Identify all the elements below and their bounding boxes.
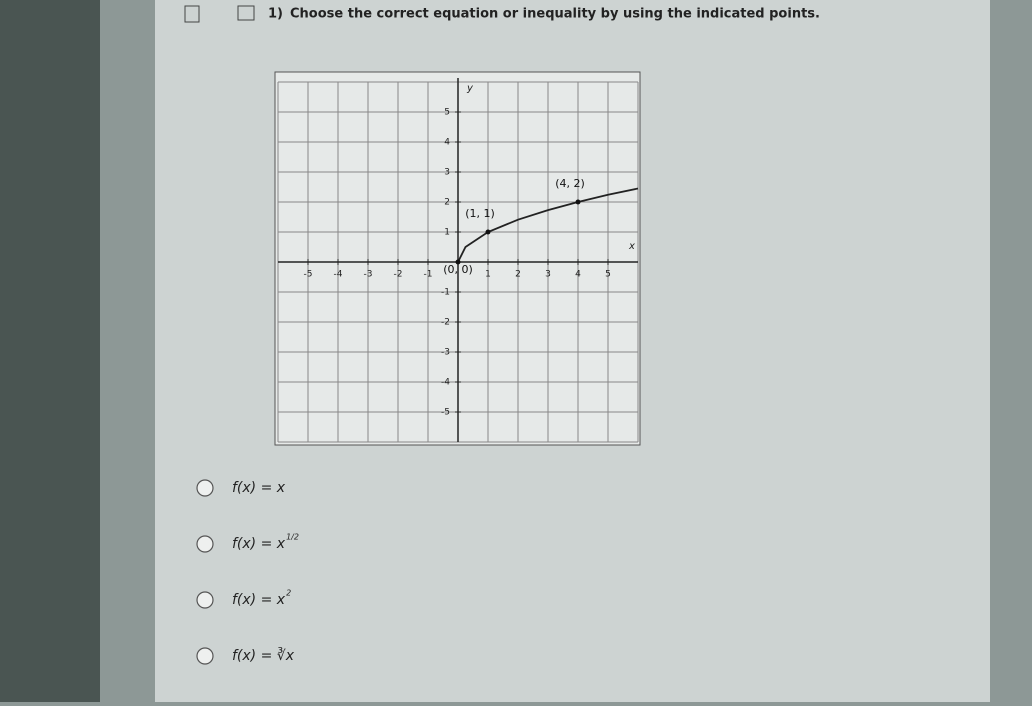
y-tick-label: 1 [444,228,450,238]
option-text[interactable]: f(x) = x [232,480,286,496]
flag-icon[interactable] [237,5,255,21]
option-exponent[interactable]: 2 [286,589,291,598]
bookmark-icon[interactable] [184,5,200,23]
x-tick-label: 5 [605,270,611,280]
x-tick-label: 2 [515,270,521,280]
radio-button[interactable] [196,647,214,665]
x-axis-label: x [628,241,635,252]
x-tick-label: 3 [545,270,551,280]
graph: -5 -4 -3 -2 -1 1 2 3 4 5 -5 -4 -3 -2 -1 1 2 3 4 5 x y (0, 0) (1… [277,78,639,443]
radio-button[interactable] [196,535,214,553]
y-tick-label: 3 [444,168,450,178]
y-tick-label: -5 [441,408,450,418]
x-tick-label: -2 [394,270,403,280]
question-text: Choose the correct equation or inequalit… [290,7,820,22]
point [485,229,491,235]
x-tick-label: -4 [334,270,343,280]
y-tick-label: 5 [444,108,450,118]
y-tick-label: -4 [441,378,450,388]
y-axis-label: y [466,83,474,94]
y-tick-label: -2 [441,318,450,328]
background-board [0,0,100,702]
option-text[interactable]: f(x) = ∛x [232,647,295,664]
question-number: 1) [268,7,283,22]
option-text[interactable]: f(x) = x [232,592,286,608]
point [455,259,461,265]
curve [457,187,639,263]
y-tick-label: 4 [444,138,450,148]
x-tick-label: -1 [424,270,433,280]
y-tick-label: 2 [444,198,450,208]
option-text[interactable]: f(x) = x [232,536,286,552]
point-label: (4, 2) [555,177,585,190]
point-label: (1, 1) [465,207,495,220]
x-tick-label: 1 [485,270,491,280]
options: f(x) = xf(x) = x 1/2f(x) = x 2f(x) = ∛x [196,479,299,665]
point [575,199,581,205]
option-exponent[interactable]: 1/2 [286,533,299,542]
x-tick-label: -5 [304,270,313,280]
x-tick-label: 4 [575,270,581,280]
y-tick-label: -1 [441,288,450,298]
y-tick-label: -3 [441,348,450,358]
x-tick-label: -3 [364,270,373,280]
radio-button[interactable] [196,591,214,609]
point-label: (0, 0) [443,263,473,276]
radio-button[interactable] [196,479,214,497]
